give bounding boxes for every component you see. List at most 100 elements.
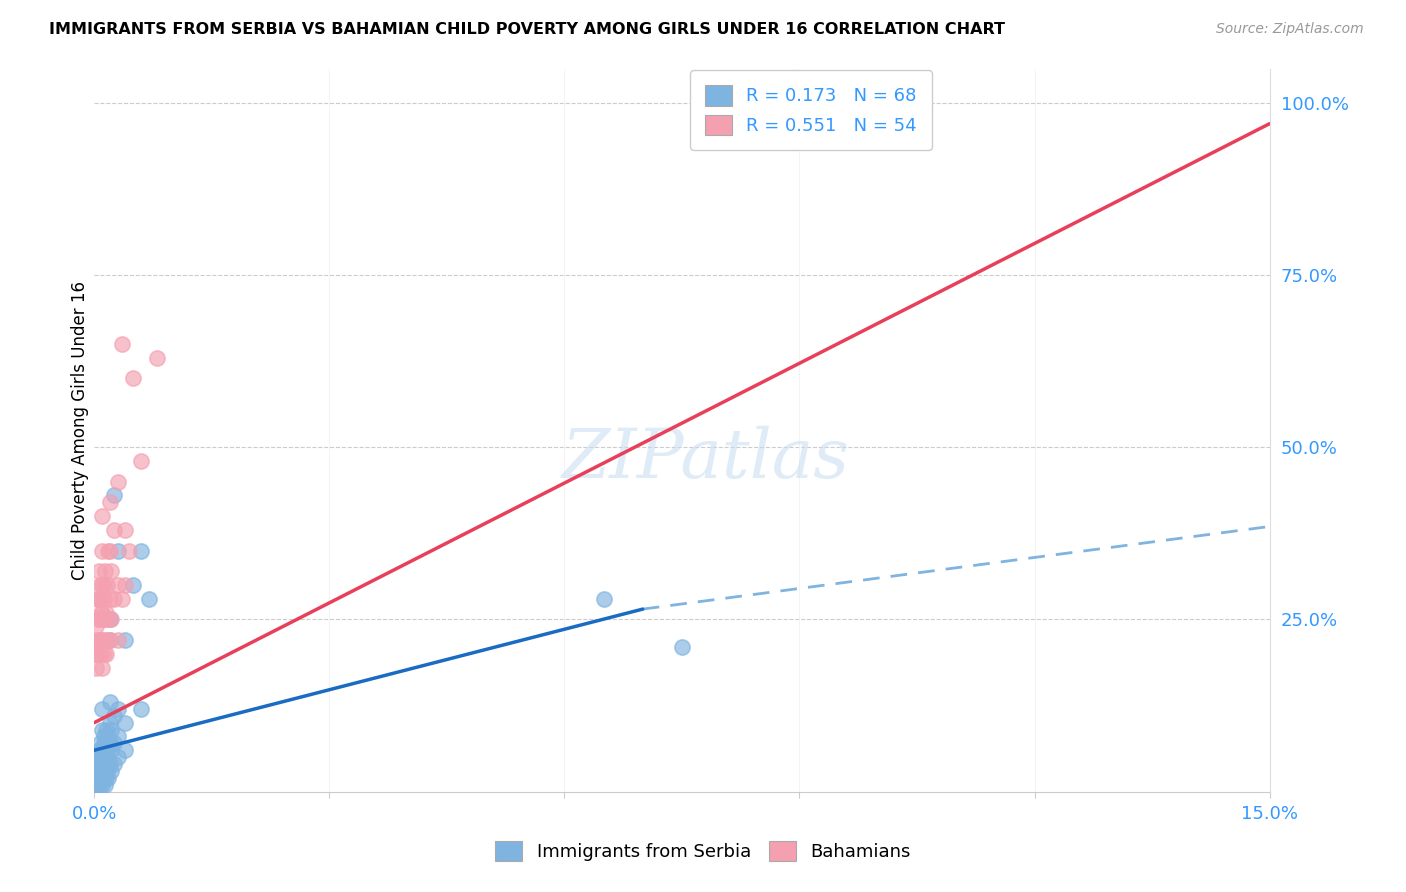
Point [86, 771, 108, 785]
Point [91, 778, 114, 792]
Point [107, 578, 129, 592]
Point [91, 606, 114, 620]
Point [91, 764, 114, 778]
Point [94, 723, 117, 737]
Point [94, 750, 117, 764]
Point [86, 778, 108, 792]
Point [87, 764, 110, 778]
Point [122, 578, 145, 592]
Point [89, 778, 111, 792]
Point [96, 736, 118, 750]
Point [90, 606, 112, 620]
Point [100, 564, 122, 578]
Point [97, 750, 120, 764]
Point [91, 723, 114, 737]
Point [97, 612, 120, 626]
Point [86, 619, 108, 633]
Point [94, 564, 117, 578]
Point [122, 371, 145, 385]
Point [86, 647, 108, 661]
Point [96, 764, 118, 778]
Point [87, 612, 110, 626]
Point [87, 633, 110, 648]
Point [89, 764, 111, 778]
Point [94, 606, 117, 620]
Y-axis label: Child Poverty Among Girls Under 16: Child Poverty Among Girls Under 16 [72, 281, 89, 580]
Point [98, 757, 121, 772]
Point [138, 591, 160, 606]
Point [94, 771, 117, 785]
Point [94, 647, 117, 661]
Point [91, 633, 114, 648]
Point [100, 723, 122, 737]
Point [129, 454, 152, 468]
Point [100, 743, 122, 757]
Point [94, 743, 117, 757]
Point [107, 543, 129, 558]
Legend: R = 0.173   N = 68, R = 0.551   N = 54: R = 0.173 N = 68, R = 0.551 N = 54 [690, 70, 932, 150]
Point [89, 736, 111, 750]
Point [90, 647, 112, 661]
Point [89, 578, 111, 592]
Point [114, 633, 136, 648]
Point [87, 743, 110, 757]
Point [96, 578, 118, 592]
Point [103, 591, 125, 606]
Point [98, 633, 121, 648]
Point [89, 591, 111, 606]
Text: IMMIGRANTS FROM SERBIA VS BAHAMIAN CHILD POVERTY AMONG GIRLS UNDER 16 CORRELATIO: IMMIGRANTS FROM SERBIA VS BAHAMIAN CHILD… [49, 22, 1005, 37]
Point [98, 495, 121, 509]
Point [93, 736, 115, 750]
Point [97, 543, 120, 558]
Point [86, 764, 108, 778]
Point [94, 764, 117, 778]
Point [89, 612, 111, 626]
Point [89, 771, 111, 785]
Point [93, 750, 115, 764]
Point [107, 750, 129, 764]
Point [98, 715, 121, 730]
Point [103, 757, 125, 772]
Point [93, 578, 115, 592]
Point [93, 633, 115, 648]
Point [91, 702, 114, 716]
Point [107, 730, 129, 744]
Point [129, 702, 152, 716]
Point [118, 543, 141, 558]
Point [93, 591, 115, 606]
Point [87, 771, 110, 785]
Point [94, 612, 117, 626]
Point [87, 647, 110, 661]
Point [86, 757, 108, 772]
Point [93, 771, 115, 785]
Point [84, 778, 107, 792]
Point [98, 633, 121, 648]
Point [96, 633, 118, 648]
Point [87, 591, 110, 606]
Point [94, 778, 117, 792]
Text: ZIPatlas: ZIPatlas [561, 425, 849, 492]
Point [114, 743, 136, 757]
Legend: Immigrants from Serbia, Bahamians: Immigrants from Serbia, Bahamians [482, 828, 924, 874]
Point [89, 633, 111, 648]
Point [592, 591, 614, 606]
Point [93, 771, 115, 785]
Point [103, 488, 125, 502]
Point [98, 591, 121, 606]
Point [90, 771, 112, 785]
Point [97, 771, 120, 785]
Point [87, 778, 110, 792]
Point [86, 591, 108, 606]
Point [91, 543, 114, 558]
Point [107, 702, 129, 716]
Point [114, 578, 136, 592]
Point [97, 730, 120, 744]
Point [103, 523, 125, 537]
Point [110, 591, 132, 606]
Point [98, 695, 121, 709]
Point [98, 612, 121, 626]
Point [129, 543, 152, 558]
Point [103, 736, 125, 750]
Point [89, 757, 111, 772]
Point [93, 612, 115, 626]
